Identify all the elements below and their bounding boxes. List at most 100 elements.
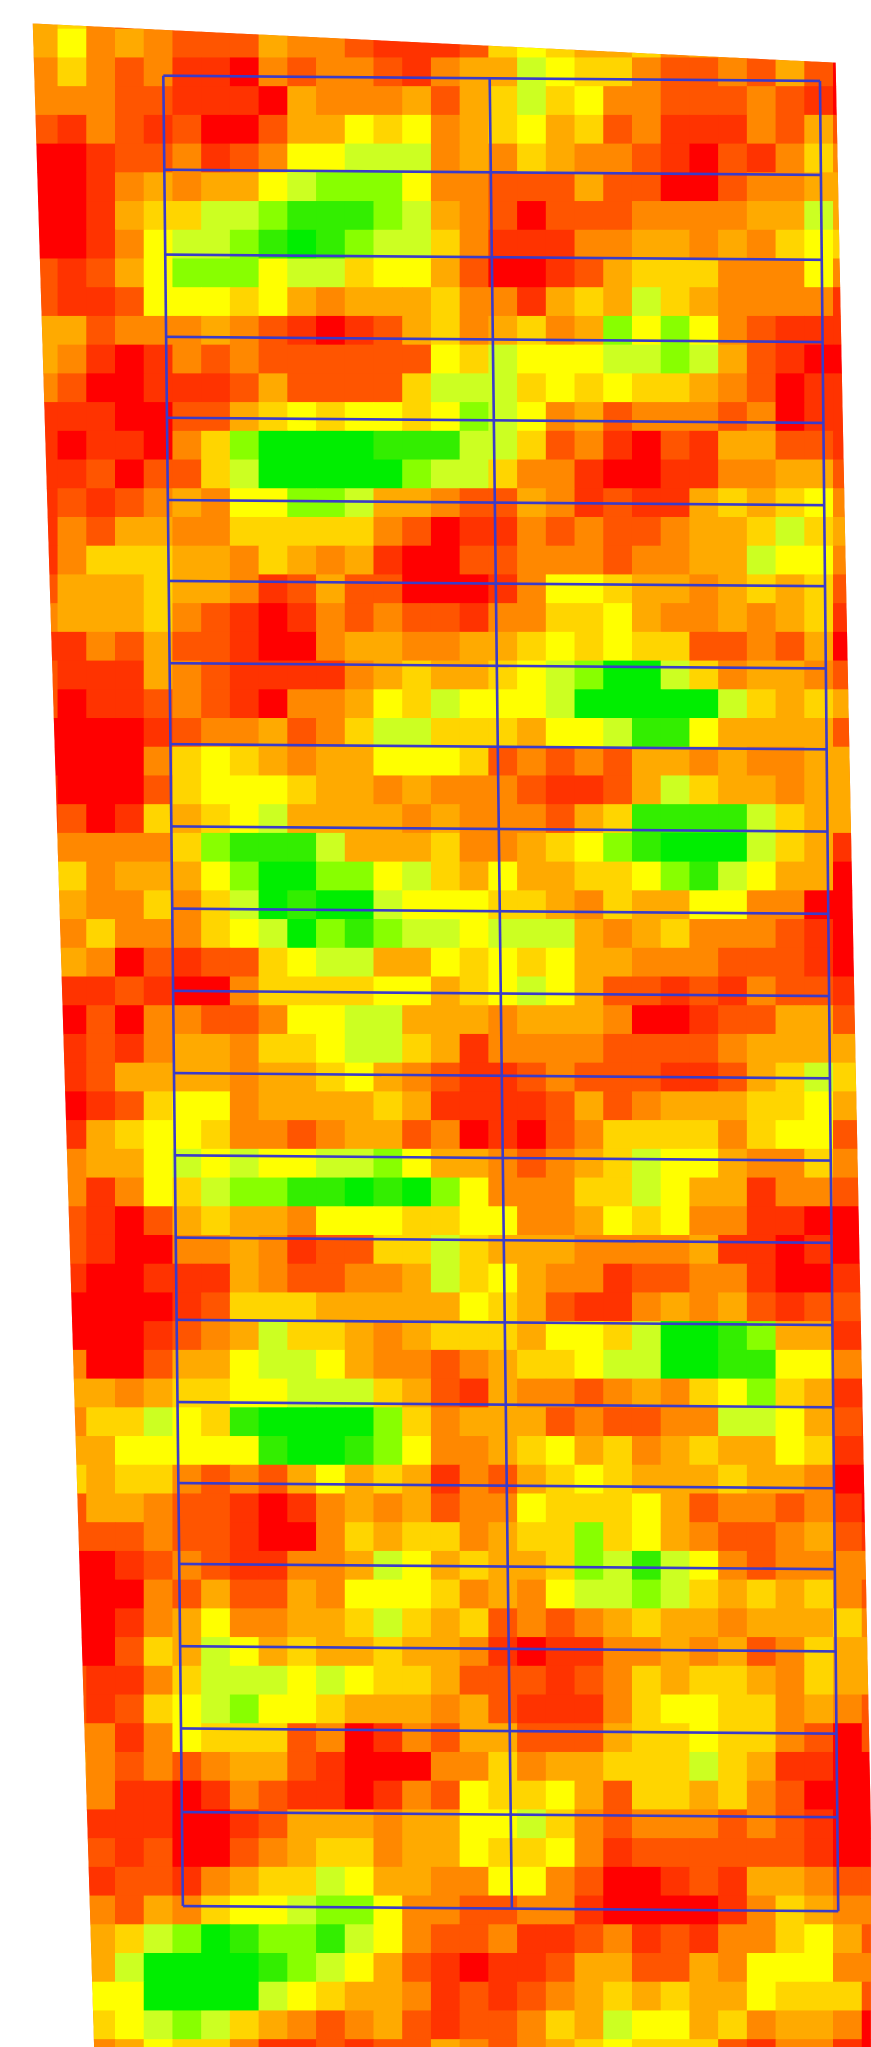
heatmap-cell	[488, 1838, 517, 1867]
heatmap-cell	[431, 57, 460, 86]
heatmap-cell	[287, 1953, 316, 1982]
heatmap-cell	[575, 1178, 604, 1207]
heatmap-cell	[632, 1695, 661, 1724]
heatmap-cell	[661, 1493, 690, 1522]
heatmap-cell	[689, 1867, 718, 1896]
heatmap-cell	[460, 1407, 489, 1436]
heatmap-cell	[29, 747, 58, 776]
heatmap-cell	[86, 1666, 115, 1695]
heatmap-cell	[661, 890, 690, 919]
heatmap-cell	[287, 287, 316, 316]
heatmap-cell	[575, 402, 604, 431]
heatmap-cell	[546, 1982, 575, 2011]
heatmap-cell	[747, 201, 776, 230]
heatmap-cell	[517, 460, 546, 489]
heatmap-cell	[373, 1982, 402, 2011]
heatmap-cell	[517, 1752, 546, 1781]
heatmap-cell	[546, 1206, 575, 1235]
heatmap-cell	[0, 833, 29, 862]
heatmap-cell	[230, 1091, 259, 1120]
heatmap-cell	[58, 1465, 87, 1494]
heatmap-cell	[718, 1522, 747, 1551]
heatmap-cell	[0, 1149, 29, 1178]
heatmap-cell	[632, 632, 661, 661]
heatmap-cell	[230, 1580, 259, 1609]
heatmap-cell	[402, 1149, 431, 1178]
heatmap-cell	[0, 172, 29, 201]
heatmap-cell	[431, 258, 460, 287]
heatmap-cell	[287, 1264, 316, 1293]
heatmap-cell	[776, 890, 805, 919]
heatmap-cell	[661, 1264, 690, 1293]
heatmap-cell	[316, 1005, 345, 1034]
heatmap-cell	[546, 1522, 575, 1551]
heatmap-cell	[603, 1407, 632, 1436]
heatmap-cell	[316, 1350, 345, 1379]
heatmap-cell	[402, 833, 431, 862]
heatmap-cell	[230, 1350, 259, 1379]
heatmap-cell	[201, 1838, 230, 1867]
heatmap-cell	[488, 1752, 517, 1781]
heatmap-cell	[29, 488, 58, 517]
heatmap-cell	[776, 460, 805, 489]
heatmap-cell	[632, 144, 661, 173]
heatmap-cell	[804, 1178, 833, 1207]
heatmap-cell	[373, 1091, 402, 1120]
heatmap-cell	[460, 1350, 489, 1379]
heatmap-cell	[29, 201, 58, 230]
heatmap-cell	[402, 890, 431, 919]
heatmap-cell	[776, 1407, 805, 1436]
heatmap-cell	[345, 86, 374, 115]
heatmap-cell	[460, 345, 489, 374]
heatmap-cell	[201, 890, 230, 919]
heatmap-cell	[747, 1723, 776, 1752]
heatmap-cell	[833, 345, 862, 374]
heatmap-cell	[201, 919, 230, 948]
heatmap-cell	[460, 718, 489, 747]
heatmap-cell	[603, 1781, 632, 1810]
heatmap-cell	[287, 1723, 316, 1752]
heatmap-cell	[345, 1292, 374, 1321]
heatmap-cell	[345, 1781, 374, 1810]
heatmap-cell	[0, 1924, 29, 1953]
heatmap-cell	[201, 1436, 230, 1465]
heatmap-cell	[862, 258, 871, 287]
heatmap-cell	[172, 1091, 201, 1120]
heatmap-cell	[144, 29, 173, 58]
heatmap-cell	[373, 1723, 402, 1752]
heatmap-cell	[345, 1896, 374, 1925]
heatmap-cell	[58, 919, 87, 948]
heatmap-cell	[29, 1953, 58, 1982]
heatmap-cell	[431, 574, 460, 603]
heatmap-cell	[804, 689, 833, 718]
heatmap-cell	[862, 1005, 871, 1034]
heatmap-cell	[259, 603, 288, 632]
heatmap-cell	[747, 1752, 776, 1781]
heatmap-cell	[488, 29, 517, 58]
heatmap-cell	[718, 1206, 747, 1235]
heatmap-cell	[259, 57, 288, 86]
heatmap-cell	[833, 603, 862, 632]
heatmap-cell	[431, 1752, 460, 1781]
heatmap-cell	[345, 1867, 374, 1896]
heatmap-cell	[345, 258, 374, 287]
heatmap-cell	[230, 1838, 259, 1867]
heatmap-cell	[201, 948, 230, 977]
heatmap-cell	[718, 1264, 747, 1293]
heatmap-cell	[373, 775, 402, 804]
heatmap-cell	[115, 287, 144, 316]
heatmap-cell	[0, 603, 29, 632]
heatmap-cell	[345, 373, 374, 402]
heatmap-cell	[115, 373, 144, 402]
heatmap-cell	[373, 890, 402, 919]
heatmap-cell	[517, 1063, 546, 1092]
heatmap-cell	[373, 144, 402, 173]
heatmap-cell	[86, 1838, 115, 1867]
heatmap-cell	[804, 258, 833, 287]
heatmap-cell	[373, 1264, 402, 1293]
heatmap-cell	[345, 29, 374, 58]
heatmap-cell	[115, 1752, 144, 1781]
heatmap-cell	[862, 747, 871, 776]
heatmap-cell	[402, 1580, 431, 1609]
heatmap-cell	[431, 1407, 460, 1436]
